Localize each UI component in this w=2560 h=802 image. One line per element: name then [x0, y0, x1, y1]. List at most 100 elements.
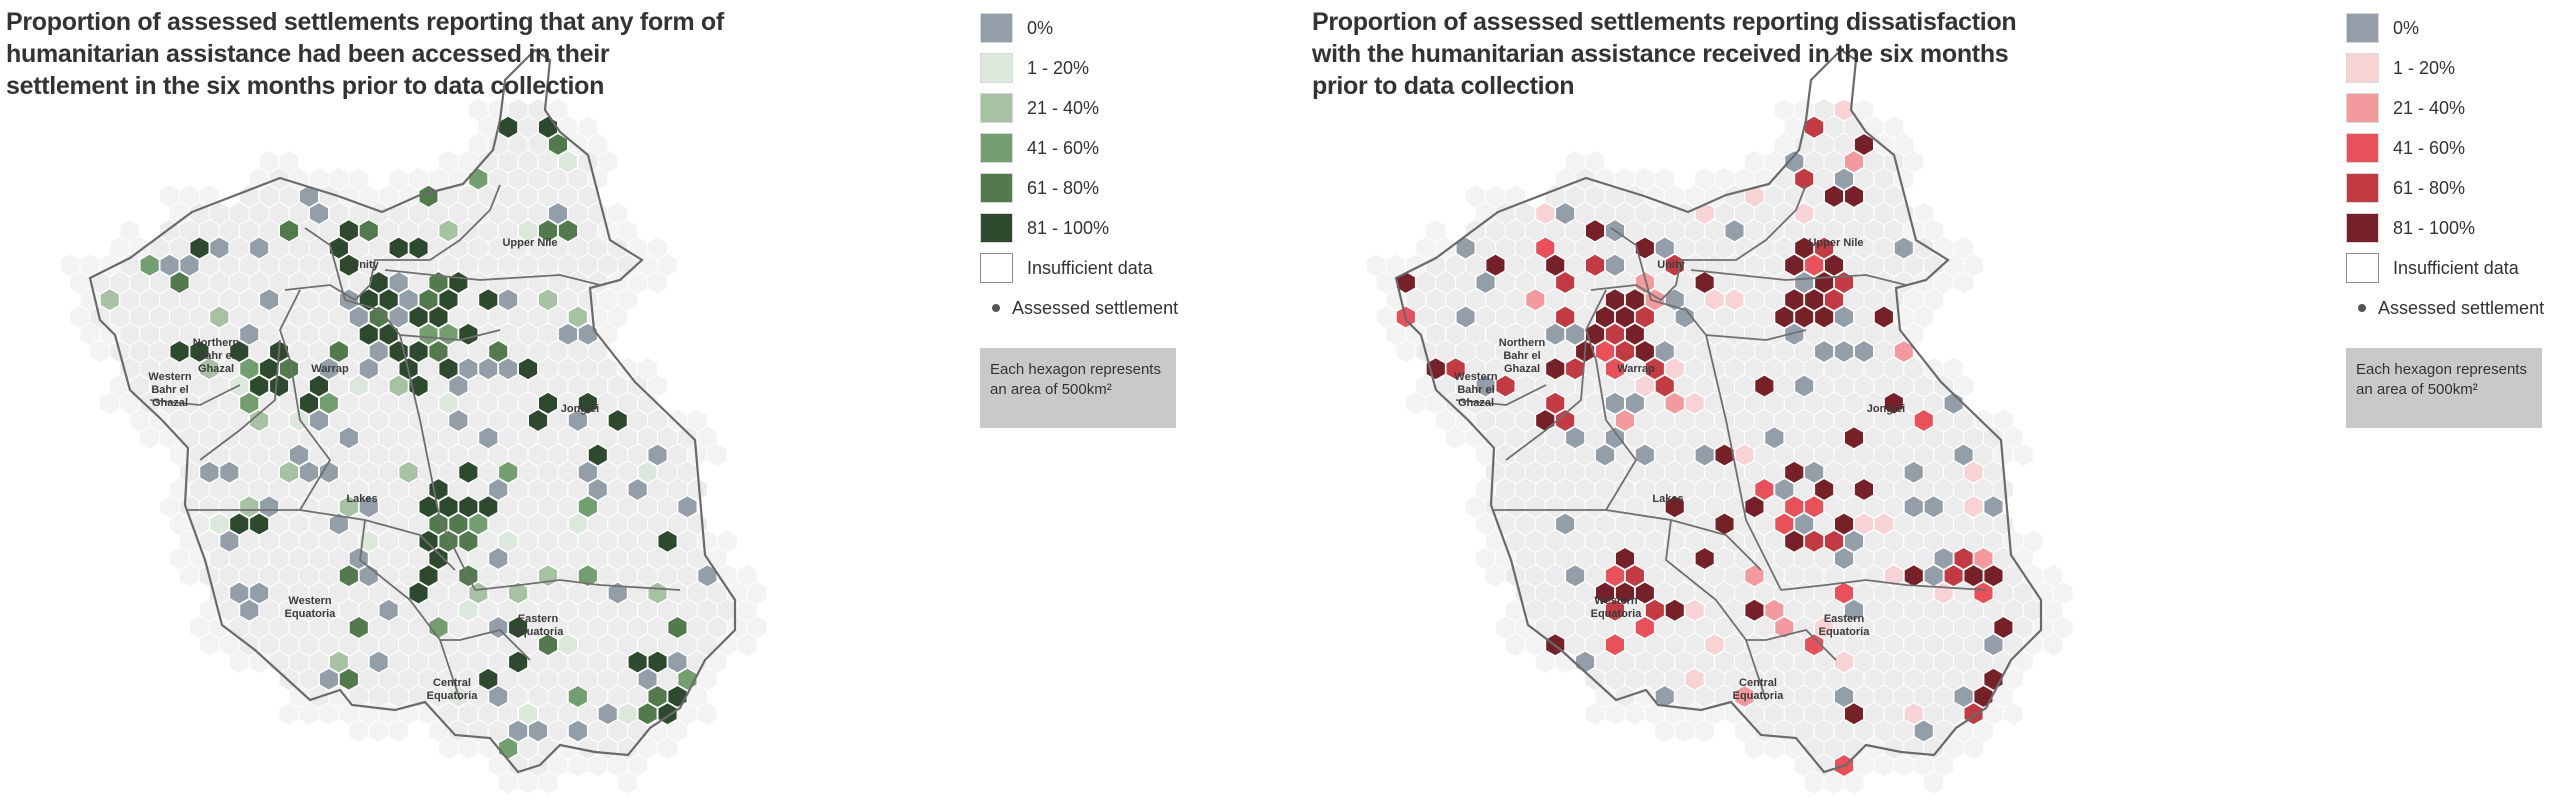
- legend-swatch: [2346, 13, 2379, 43]
- legend-label: 61 - 80%: [1027, 177, 1100, 198]
- country-border: [1394, 48, 2043, 774]
- legend-label: Assessed settlement: [1012, 297, 1179, 318]
- data-hexagon: [627, 478, 648, 501]
- legend-label: 0%: [1027, 17, 1054, 38]
- data-hexagon: [458, 357, 479, 381]
- data-hexagon: [568, 685, 588, 708]
- data-hexagon: [1495, 374, 1516, 398]
- legend-label: 21 - 40%: [2393, 97, 2466, 118]
- data-hexagon: [1605, 322, 1625, 346]
- data-hexagon: [1784, 253, 1805, 277]
- data-hexagon: [1834, 581, 1854, 605]
- data-hexagon: [1535, 202, 1556, 225]
- background-hexagon: [1604, 701, 1626, 726]
- data-hexagon: [438, 288, 459, 312]
- data-hexagon: [1734, 685, 1755, 708]
- data-hexagon: [1734, 443, 1755, 467]
- data-hexagon: [1963, 564, 1984, 588]
- data-hexagon: [1794, 305, 1815, 329]
- data-hexagon: [1615, 340, 1635, 363]
- data-hexagon: [667, 616, 688, 639]
- data-hexagon: [617, 702, 638, 726]
- state-border: [1585, 289, 1638, 511]
- data-hexagon: [319, 667, 339, 691]
- map-title: Proportion of assessed settlements repor…: [6, 8, 724, 100]
- region-label-central-equatoria: Central Equatoria: [427, 677, 479, 702]
- data-hexagon: [1694, 443, 1715, 467]
- data-hexagon: [249, 581, 270, 605]
- legend-item: 21 - 40%: [2346, 92, 2465, 124]
- region-label-northern-bahr-el-ghazal: Northern Bahr el Ghazal: [1499, 337, 1546, 375]
- data-hexagon: [1634, 616, 1655, 639]
- region-label-lakes: Lakes: [346, 493, 377, 505]
- data-hexagon: [348, 305, 369, 329]
- data-hexagon: [309, 409, 329, 432]
- data-hexagon: [1774, 305, 1795, 329]
- background-hexagon: [388, 718, 410, 744]
- region-label-upper-nile: Upper Nile: [1808, 237, 1863, 249]
- data-hexagon: [1565, 322, 1586, 346]
- legend-label: 81 - 100%: [2393, 217, 2476, 238]
- data-hexagon: [1834, 547, 1854, 570]
- legend-label: Insufficient data: [2393, 257, 2519, 278]
- data-hexagon: [418, 322, 439, 346]
- data-hexagon: [1903, 702, 1924, 726]
- data-hexagon: [1794, 202, 1815, 225]
- data-hexagon: [1605, 253, 1625, 277]
- background-hexagon: [1763, 736, 1785, 761]
- data-hexagon: [1983, 495, 2004, 519]
- data-hexagon: [229, 512, 250, 536]
- data-hexagon: [358, 219, 379, 243]
- data-hexagon: [528, 409, 548, 432]
- data-hexagon: [1585, 253, 1605, 277]
- data-hexagon: [169, 271, 190, 294]
- data-hexagon: [1605, 391, 1625, 415]
- data-hexagon: [578, 495, 598, 519]
- legend-label: 1 - 20%: [2393, 57, 2456, 78]
- background-hexagon: [438, 736, 459, 761]
- region-label-western-bahr-el-ghazal: Western Bahr el Ghazal: [148, 371, 191, 409]
- legend-item: 1 - 20%: [980, 52, 1089, 84]
- data-hexagon: [378, 598, 399, 622]
- legend-item: 0%: [2346, 12, 2419, 44]
- data-hexagon: [568, 305, 588, 329]
- data-hexagon: [1664, 391, 1685, 415]
- data-hexagon: [478, 357, 499, 381]
- data-hexagon: [1854, 340, 1874, 363]
- legend-swatch: [2346, 173, 2379, 203]
- data-hexagon: [1615, 409, 1635, 432]
- data-hexagon: [1953, 443, 1974, 467]
- data-hexagon: [319, 357, 339, 381]
- data-hexagon: [358, 322, 379, 346]
- data-hexagon: [269, 374, 289, 398]
- data-hexagon: [388, 271, 409, 294]
- legend-item-settlement: Assessed settlement: [980, 292, 1178, 324]
- data-hexagon: [518, 219, 538, 243]
- data-hexagon: [1874, 512, 1894, 536]
- data-hexagon: [1674, 305, 1695, 329]
- data-hexagon: [1634, 443, 1655, 467]
- data-hexagon: [1834, 167, 1854, 191]
- data-hexagon: [1545, 322, 1566, 346]
- data-hexagon: [1834, 98, 1854, 122]
- data-hexagon: [328, 236, 349, 260]
- data-hexagon: [219, 529, 240, 553]
- data-hexagon: [578, 460, 598, 484]
- data-hexagon: [1794, 236, 1815, 260]
- data-hexagon: [1605, 564, 1625, 588]
- legend-label: 61 - 80%: [2393, 177, 2466, 198]
- background-hexagon: [657, 736, 678, 761]
- background-hexagon: [457, 736, 479, 761]
- region-label-lakes: Lakes: [1652, 493, 1683, 505]
- data-hexagon: [428, 547, 449, 570]
- region-label-jonglei: Jonglei: [561, 403, 600, 415]
- data-hexagon: [169, 340, 190, 363]
- data-hexagon: [368, 650, 389, 674]
- data-hexagon: [1754, 374, 1775, 398]
- data-hexagon: [1953, 685, 1974, 708]
- data-hexagon: [538, 391, 558, 415]
- background-hexagon: [706, 442, 728, 468]
- state-border: [359, 519, 461, 701]
- data-hexagon: [1874, 305, 1894, 329]
- country-border: [88, 48, 737, 774]
